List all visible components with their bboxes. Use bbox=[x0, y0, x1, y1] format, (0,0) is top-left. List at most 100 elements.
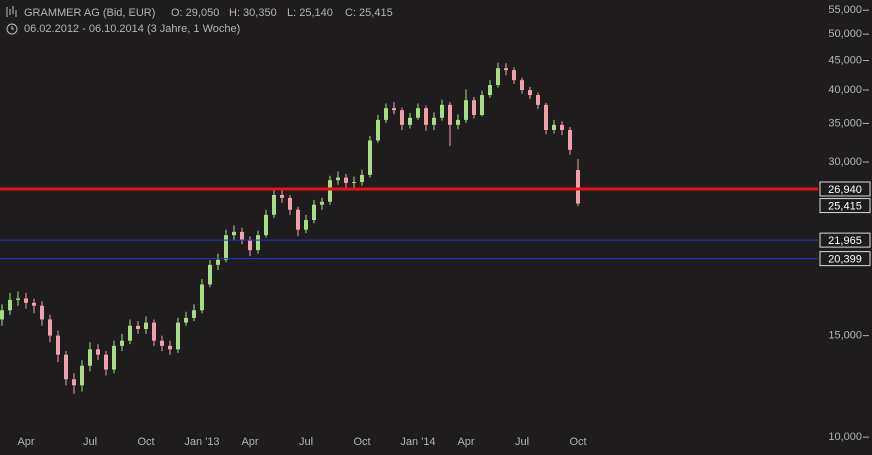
candle-body bbox=[560, 124, 564, 130]
candle-body bbox=[48, 319, 52, 336]
candle-body bbox=[136, 325, 140, 330]
candle-body bbox=[464, 100, 468, 120]
x-tick-label: Jan '14 bbox=[400, 436, 435, 448]
candle-body bbox=[144, 322, 148, 330]
candle-body bbox=[320, 201, 324, 205]
candle-body bbox=[368, 140, 372, 175]
chart-title: GRAMMER AG (Bid, EUR) bbox=[24, 7, 155, 19]
candle-body bbox=[208, 264, 212, 285]
candle-body bbox=[528, 90, 532, 96]
candle-body bbox=[352, 182, 356, 184]
candle-body bbox=[312, 204, 316, 221]
candle-body bbox=[64, 354, 68, 380]
candle-body bbox=[424, 108, 428, 125]
candle-body bbox=[440, 104, 444, 118]
candle-body bbox=[104, 354, 108, 370]
candle-body bbox=[264, 214, 268, 236]
candle-body bbox=[72, 379, 76, 386]
clock-icon bbox=[6, 23, 18, 35]
candle-body bbox=[360, 174, 364, 183]
x-tick-label: Apr bbox=[17, 436, 34, 448]
candle-body bbox=[568, 129, 572, 150]
y-tick-label: 50,000 bbox=[828, 28, 862, 40]
candle-body bbox=[408, 117, 412, 125]
y-tick-label: 55,000 bbox=[828, 4, 862, 16]
level-box bbox=[819, 232, 871, 248]
ohlc-close: C: 25,415 bbox=[345, 7, 393, 19]
candle-body bbox=[200, 284, 204, 311]
ohlc-open: O: 29,050 bbox=[171, 7, 219, 19]
ohlc-low: L: 25,140 bbox=[287, 7, 333, 19]
candle-body bbox=[24, 298, 28, 303]
candle-body bbox=[16, 298, 20, 300]
level-label: 21,965 bbox=[828, 235, 862, 247]
candle-body bbox=[176, 322, 180, 350]
candle-body bbox=[456, 119, 460, 125]
candle-body bbox=[512, 70, 516, 81]
candle-body bbox=[376, 119, 380, 141]
candle-body bbox=[520, 80, 524, 91]
candle-body bbox=[40, 305, 44, 320]
candle-body bbox=[0, 310, 4, 320]
candle-body bbox=[544, 104, 548, 130]
candle-body bbox=[272, 195, 276, 215]
candle-body bbox=[416, 108, 420, 118]
candle-body bbox=[400, 110, 404, 125]
y-tick-label: 35,000 bbox=[828, 117, 862, 129]
x-tick-label: Oct bbox=[137, 436, 154, 448]
candle-body bbox=[256, 235, 260, 251]
ohlc-high: H: 30,350 bbox=[229, 7, 277, 19]
x-tick-label: Jul bbox=[515, 436, 529, 448]
candle-body bbox=[552, 124, 556, 130]
candle-body bbox=[488, 85, 492, 96]
candle-body bbox=[472, 100, 476, 116]
candle-body bbox=[184, 317, 188, 323]
level-label: 20,399 bbox=[828, 254, 862, 266]
level-box bbox=[819, 251, 871, 267]
candle-body bbox=[96, 349, 100, 355]
candle-body bbox=[168, 345, 172, 350]
y-tick-label: 15,000 bbox=[828, 330, 862, 342]
candle-body bbox=[216, 259, 220, 265]
candle-body bbox=[336, 177, 340, 181]
candle-body bbox=[80, 365, 84, 386]
candle-body bbox=[432, 117, 436, 125]
x-tick-label: Apr bbox=[241, 436, 258, 448]
candle-body bbox=[280, 195, 284, 198]
x-tick-label: Apr bbox=[457, 436, 474, 448]
x-tick-label: Jan '13 bbox=[184, 436, 219, 448]
candle-body bbox=[240, 231, 244, 240]
candle-body bbox=[344, 177, 348, 183]
chart-icon bbox=[6, 6, 17, 17]
candle-body bbox=[504, 68, 508, 71]
level-label: 26,940 bbox=[828, 184, 862, 196]
candle-body bbox=[296, 209, 300, 230]
y-tick-label: 40,000 bbox=[828, 84, 862, 96]
candle-body bbox=[576, 170, 580, 204]
candle-body bbox=[304, 220, 308, 230]
candle-body bbox=[128, 325, 132, 341]
y-tick-label: 45,000 bbox=[828, 54, 862, 66]
y-tick-label: 10,000 bbox=[828, 431, 862, 443]
candle-body bbox=[120, 340, 124, 346]
candle-body bbox=[536, 95, 540, 105]
candle-body bbox=[32, 302, 36, 306]
last-price-box bbox=[819, 198, 871, 214]
candle-body bbox=[328, 180, 332, 202]
candle-body bbox=[56, 335, 60, 355]
candle-body bbox=[384, 108, 388, 120]
candle-body bbox=[224, 235, 228, 260]
x-tick-label: Jul bbox=[299, 436, 313, 448]
candle-body bbox=[448, 104, 452, 125]
x-tick-label: Oct bbox=[353, 436, 370, 448]
candle-body bbox=[392, 108, 396, 111]
chart-subtitle: 06.02.2012 - 06.10.2014 (3 Jahre, 1 Woch… bbox=[24, 23, 240, 35]
candle-body bbox=[248, 239, 252, 251]
level-box bbox=[819, 181, 871, 197]
candle-body bbox=[160, 340, 164, 346]
candle-body bbox=[152, 322, 156, 341]
candle-body bbox=[88, 349, 92, 366]
